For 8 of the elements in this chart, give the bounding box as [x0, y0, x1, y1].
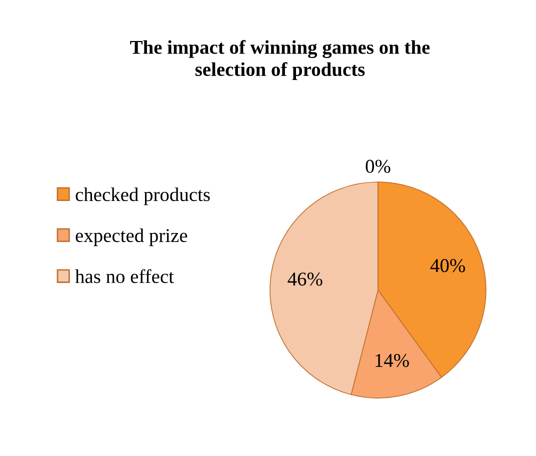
legend-label: has no effect	[75, 269, 174, 284]
chart-title: The impact of winning games on the selection of products	[130, 40, 430, 80]
legend-label: expected prize	[76, 228, 188, 246]
data-label: 14%	[376, 354, 409, 368]
data-label: 46%	[288, 272, 322, 286]
text: 0%	[366, 160, 390, 173]
legend-label: checked products	[76, 188, 210, 206]
data-label: 40%	[430, 259, 466, 272]
